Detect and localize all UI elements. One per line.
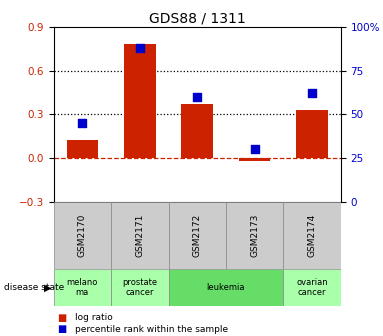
Text: ▶: ▶ <box>44 282 52 292</box>
Point <box>252 146 258 152</box>
Bar <box>111 202 169 269</box>
Text: melano
ma: melano ma <box>67 278 98 297</box>
Text: prostate
cancer: prostate cancer <box>122 278 157 297</box>
Point <box>79 120 85 126</box>
Text: GSM2174: GSM2174 <box>308 214 317 257</box>
Text: GSM2172: GSM2172 <box>193 214 202 257</box>
Bar <box>67 140 98 158</box>
Bar <box>124 44 155 158</box>
Bar <box>54 269 111 306</box>
Bar <box>182 104 213 158</box>
Text: disease state: disease state <box>4 283 64 292</box>
Text: ■: ■ <box>57 324 67 334</box>
Text: ovarian
cancer: ovarian cancer <box>296 278 328 297</box>
Point <box>309 91 315 96</box>
Bar <box>239 158 270 161</box>
Bar <box>283 269 341 306</box>
Text: GSM2170: GSM2170 <box>78 213 87 257</box>
Text: log ratio: log ratio <box>75 313 113 322</box>
Bar <box>296 110 328 158</box>
Bar <box>169 202 226 269</box>
Text: GSM2173: GSM2173 <box>250 213 259 257</box>
Bar <box>111 269 169 306</box>
Text: percentile rank within the sample: percentile rank within the sample <box>75 325 228 334</box>
Point <box>194 94 200 99</box>
Text: ■: ■ <box>57 312 67 323</box>
Title: GDS88 / 1311: GDS88 / 1311 <box>149 12 246 26</box>
Bar <box>54 202 111 269</box>
Text: GSM2171: GSM2171 <box>135 213 144 257</box>
Bar <box>283 202 341 269</box>
Bar <box>226 202 283 269</box>
Text: leukemia: leukemia <box>207 283 245 292</box>
Point <box>137 45 143 50</box>
Bar <box>169 269 283 306</box>
